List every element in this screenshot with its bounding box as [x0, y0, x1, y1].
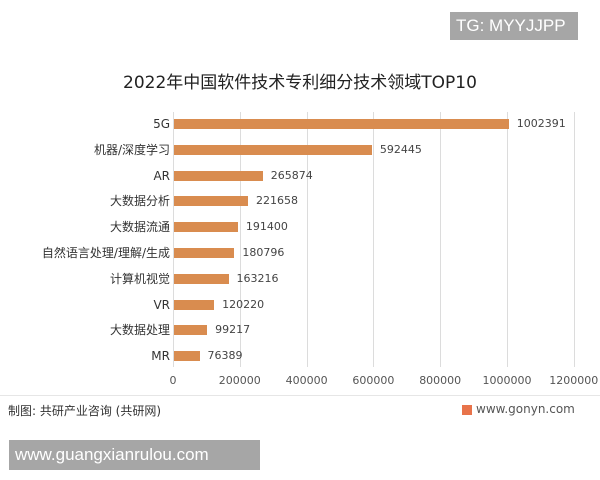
category-label: VR	[153, 297, 170, 312]
bar	[174, 248, 235, 258]
category-label: MR	[151, 349, 170, 364]
bar	[174, 325, 208, 336]
data-label: 592445	[379, 142, 422, 156]
gridline	[239, 112, 241, 367]
data-label: 163216	[236, 271, 279, 285]
bar	[174, 119, 509, 129]
divider	[0, 395, 600, 396]
data-label: 76389	[207, 349, 243, 363]
chart-title: 2022年中国软件技术专利细分技术领域TOP10	[123, 73, 477, 93]
data-label: 180796	[242, 246, 285, 259]
category-label: 计算机视觉	[109, 271, 170, 286]
gridline	[507, 112, 508, 367]
x-tick-label: 600000	[352, 374, 395, 387]
x-tick-label: 1000000	[482, 374, 532, 387]
bar	[174, 222, 238, 233]
x-tick-label: 1200000	[549, 374, 599, 387]
bar	[174, 299, 215, 310]
gridline	[306, 112, 308, 367]
category-label: 5G	[153, 117, 170, 131]
x-tick-label: 0	[169, 374, 177, 387]
category-label: 大数据流通	[109, 220, 170, 235]
data-label: 1002391	[516, 117, 566, 130]
data-label: 191400	[245, 220, 288, 234]
category-label: 机器/深度学习	[93, 142, 170, 157]
x-tick-label: 400000	[285, 374, 328, 387]
data-label: 221658	[256, 194, 299, 208]
gridline	[173, 112, 174, 367]
site-watermark: www.gonyn.com	[476, 402, 575, 416]
category-label: AR	[153, 168, 170, 183]
x-tick-label: 800000	[419, 374, 462, 387]
category-label: 大数据处理	[109, 323, 170, 338]
data-label: 99217	[215, 323, 251, 337]
bar	[174, 170, 263, 181]
data-label: 265874	[270, 168, 313, 182]
gridline	[440, 112, 442, 367]
bar	[174, 351, 200, 362]
gridline	[373, 112, 375, 367]
logo-icon	[462, 405, 472, 415]
source-note: 制图: 共研产业咨询 (共研网)	[8, 404, 162, 418]
gridline	[573, 112, 575, 367]
watermark-bottom: www.guangxianrulou.com	[9, 440, 260, 470]
x-tick-label: 200000	[218, 374, 261, 387]
bar	[174, 273, 229, 284]
bar	[174, 144, 372, 155]
category-label: 自然语言处理/理解/生成	[41, 246, 170, 260]
watermark-top: TG: MYYJJPP	[450, 12, 578, 40]
bar	[174, 196, 249, 207]
data-label: 120220	[222, 297, 265, 311]
category-label: 大数据分析	[109, 194, 170, 209]
bar-chart: 0 200000 400000 600000 800000 1000000 1200000 5…	[41, 112, 599, 387]
